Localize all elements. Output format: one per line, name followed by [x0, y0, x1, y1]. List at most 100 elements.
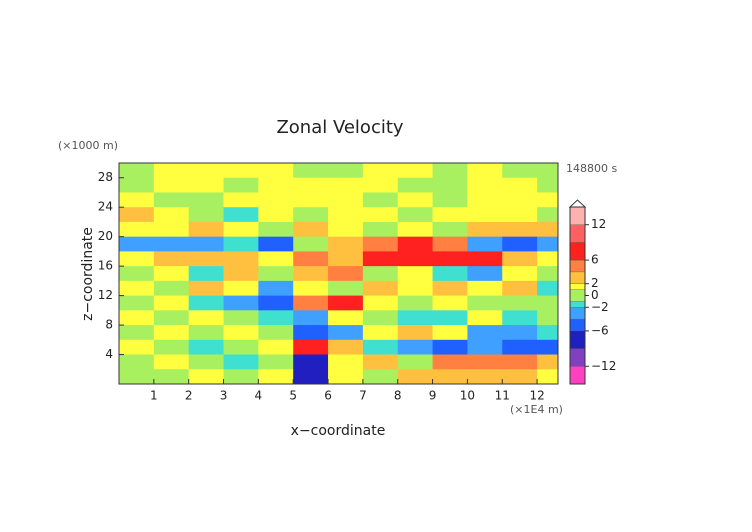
field-cell	[467, 295, 503, 311]
field-cell	[153, 236, 190, 252]
field-cell	[188, 163, 225, 179]
field-cell	[432, 192, 468, 208]
field-cell	[293, 354, 329, 370]
field-cell	[502, 310, 538, 326]
field-cell	[502, 325, 538, 341]
field-cell	[328, 251, 364, 267]
field	[119, 163, 559, 385]
x-unit: (×1E4 m)	[510, 403, 563, 416]
field-cell	[397, 221, 434, 238]
y-tick-label: 28	[98, 170, 113, 184]
field-cell	[119, 236, 155, 252]
field-cell	[119, 177, 155, 193]
x-tick-label: 5	[289, 389, 297, 403]
field-cell	[432, 354, 468, 370]
colorbar-tick-label: −12	[591, 359, 616, 373]
field-cell	[502, 295, 538, 311]
field-cell	[188, 354, 225, 370]
field-cell	[293, 325, 329, 341]
field-cell	[153, 207, 190, 223]
field-cell	[467, 280, 503, 297]
field-cell	[188, 310, 225, 326]
x-tick-label: 10	[460, 389, 475, 403]
colorbar-level	[569, 224, 586, 243]
field-cell	[328, 369, 364, 385]
colorbar-level	[569, 307, 586, 320]
field-cell	[328, 221, 364, 238]
field-cell	[362, 221, 399, 238]
field-cell	[432, 295, 468, 311]
field-cell	[188, 280, 225, 297]
x-tick-label: 9	[429, 389, 437, 403]
field-cell	[432, 369, 468, 385]
field-cell	[119, 295, 155, 311]
field-cell	[537, 266, 559, 282]
field-cell	[537, 207, 559, 223]
x-tick-label: 6	[324, 389, 332, 403]
field-cell	[153, 354, 190, 370]
y-label: z−coordinate	[80, 227, 96, 321]
field-cell	[293, 369, 329, 385]
field-cell	[188, 236, 225, 252]
field-cell	[362, 163, 399, 179]
field-cell	[258, 295, 294, 311]
field-cell	[467, 354, 503, 370]
field-cell	[119, 310, 155, 326]
field-cell	[258, 354, 294, 370]
field-cell	[432, 236, 468, 252]
field-cell	[537, 177, 559, 193]
field-cell	[537, 221, 559, 238]
field-cell	[432, 221, 468, 238]
field-cell	[258, 280, 294, 297]
y-tick-label: 20	[98, 229, 113, 243]
field-cell	[537, 325, 559, 341]
colorbar-tick-label: 12	[591, 217, 606, 231]
colorbar-level	[569, 301, 586, 308]
field-cell	[119, 369, 155, 385]
field-cell	[467, 369, 503, 385]
field-cell	[328, 295, 364, 311]
field-cell	[188, 207, 225, 223]
field-cell	[397, 251, 434, 267]
field-cell	[432, 280, 468, 297]
field-cell	[153, 310, 190, 326]
field-cell	[188, 177, 225, 193]
field-cell	[223, 339, 259, 356]
colorbar-level	[569, 366, 586, 385]
field-cell	[502, 339, 538, 356]
field-cell	[119, 354, 155, 370]
colorbar-level	[569, 271, 586, 284]
field-cell	[362, 310, 399, 326]
field-cell	[153, 266, 190, 282]
field-cell	[537, 163, 559, 179]
field-cell	[328, 280, 364, 297]
field-cell	[293, 207, 329, 223]
y-tick-label: 8	[105, 318, 113, 332]
colorbar-level	[569, 242, 586, 261]
field-cell	[328, 266, 364, 282]
field-cell	[293, 280, 329, 297]
field-cell	[467, 339, 503, 356]
field-cell	[188, 251, 225, 267]
field-cell	[328, 339, 364, 356]
field-cell	[119, 339, 155, 356]
field-cell	[223, 236, 259, 252]
field-cell	[502, 354, 538, 370]
field-cell	[258, 207, 294, 223]
field-cell	[537, 295, 559, 311]
field-cell	[328, 192, 364, 208]
field-cell	[362, 369, 399, 385]
field-cell	[397, 295, 434, 311]
field-cell	[119, 207, 155, 223]
field-cell	[223, 266, 259, 282]
field-cell	[328, 177, 364, 193]
field-cell	[293, 192, 329, 208]
field-cell	[502, 236, 538, 252]
field-cell	[467, 192, 503, 208]
y-tick-label: 16	[98, 259, 113, 273]
field-cell	[119, 325, 155, 341]
field-cell	[397, 207, 434, 223]
field-cell	[153, 177, 190, 193]
field-cell	[293, 177, 329, 193]
colorbar-tick-label: 6	[591, 253, 599, 267]
